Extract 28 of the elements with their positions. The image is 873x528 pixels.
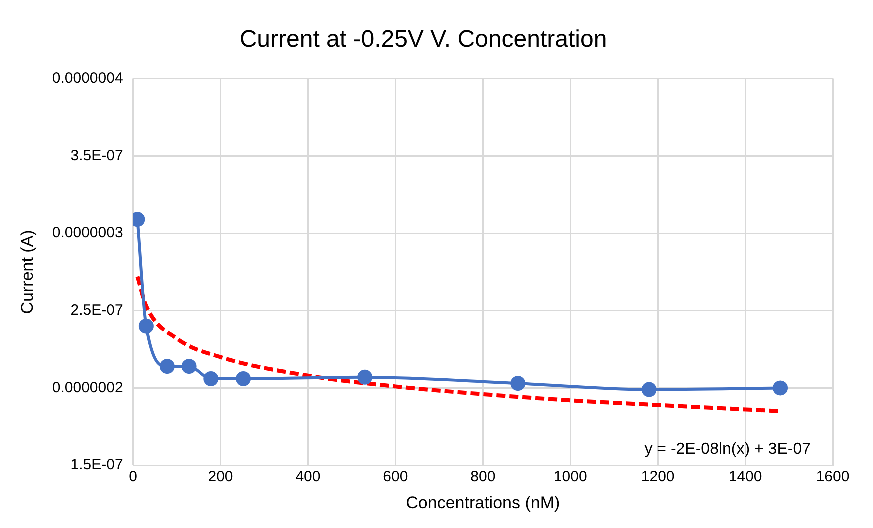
point	[160, 359, 175, 374]
x-tick-label: 1000	[554, 468, 588, 486]
point	[204, 371, 219, 386]
y-tick-label: 0.0000003	[52, 224, 124, 242]
y-tick-label: 1.5E-07	[70, 456, 124, 474]
x-tick-label: 0	[129, 468, 138, 486]
annotation: y = -2E-08ln(x) + 3E-07	[644, 441, 812, 458]
point	[182, 359, 197, 374]
x-tick-label: 200	[208, 468, 234, 486]
point	[510, 376, 526, 392]
point	[358, 370, 373, 385]
y-tick-label: 0.0000004	[52, 70, 124, 87]
point	[773, 380, 788, 396]
y-tick-label: 2.5E-07	[70, 302, 124, 320]
x-axis-title: Concentrations (nM)	[406, 493, 560, 512]
x-tick-label: 1600	[816, 468, 850, 486]
y-axis-title: Current (A)	[18, 230, 37, 314]
y-tick-label: 0.0000002	[52, 379, 124, 396]
x-tick-label: 600	[383, 468, 408, 486]
x-tick-label: 1200	[641, 468, 675, 486]
point	[138, 318, 154, 334]
y-tick-label: 3.5E-07	[70, 147, 124, 164]
point	[236, 371, 252, 386]
point	[642, 382, 657, 398]
x-tick-label: 1400	[728, 468, 762, 486]
x-tick-label: 800	[470, 468, 496, 486]
x-tick-label: 400	[296, 468, 321, 486]
chart-title: Current at -0.25V V. Concentration	[240, 26, 608, 54]
